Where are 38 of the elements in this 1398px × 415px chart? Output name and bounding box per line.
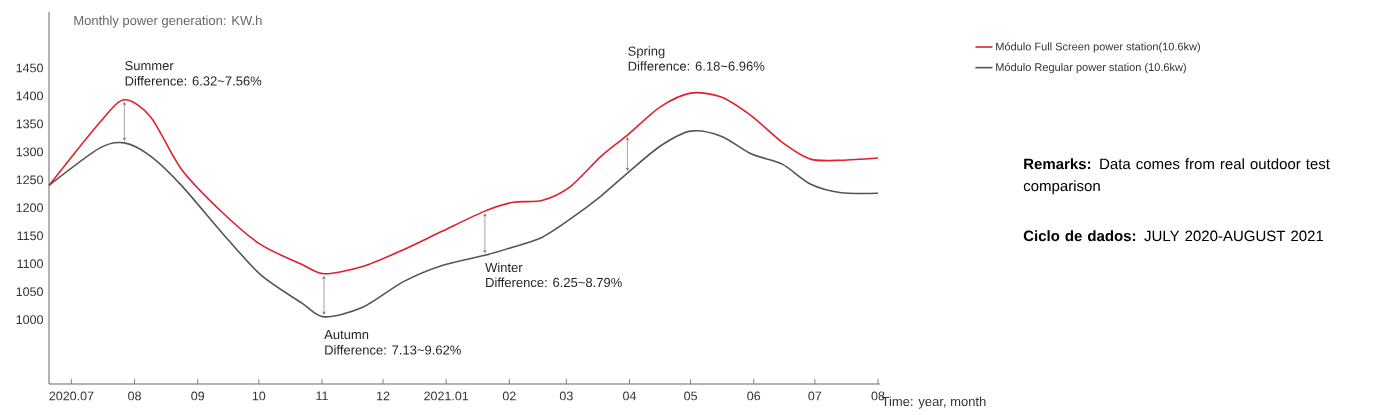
y-tick-label: 1150 <box>17 231 43 241</box>
annotation: Difference: 6.25~8.79% <box>486 277 622 288</box>
x-tick-label: 03 <box>559 391 573 401</box>
annotation: Difference: 6.32~7.56% <box>125 76 262 86</box>
x-tick-label: 2020.07 <box>49 391 94 401</box>
x-tick-label: 06 <box>747 391 761 401</box>
x-tick-label: 11 <box>316 391 328 401</box>
y-tick-label: 1350 <box>16 119 43 129</box>
x-tick-label: 10 <box>252 391 266 401</box>
x-tick-label: 02 <box>502 391 516 401</box>
x-tick-label: 07 <box>808 391 822 401</box>
text: Remarks: Data comes from real outdoor test comparison <box>1023 158 1330 195</box>
legend-label: Módulo Regular power station (10.6kw) <box>996 62 1186 74</box>
y-tick-label: 1050 <box>16 287 43 297</box>
annotation: Difference: 7.13~9.62% <box>325 345 461 355</box>
x-tick-label: 04 <box>623 391 637 401</box>
y-axis-title: Monthly power generation: KW.h <box>74 15 262 28</box>
annotation: Autumn <box>324 330 369 340</box>
legend-label: Módulo Full Screen power station(10.6kw) <box>996 42 1200 53</box>
y-tick-label: 1100 <box>17 259 43 269</box>
text: Ciclo de dados: JULY 2020-AUGUST 2021 <box>1023 230 1324 242</box>
annotation: Difference: 6.18~6.96% <box>628 61 765 71</box>
y-tick-label: 1250 <box>16 175 43 185</box>
x-tick-label: 12 <box>377 391 390 401</box>
line-series <box>48 91 879 275</box>
y-tick-label: 1000 <box>16 315 43 325</box>
annotation: Spring <box>628 46 665 59</box>
line-series <box>48 130 879 318</box>
y-tick-label: 1400 <box>16 91 43 101</box>
y-tick-label: 1450 <box>16 63 43 73</box>
x-tick-label: 09 <box>191 391 205 401</box>
y-tick-label: 1200 <box>16 203 43 213</box>
x-tick-label: 05 <box>684 391 698 401</box>
x-tick-label: 2021.01 <box>424 391 469 401</box>
annotation: Winter <box>485 262 523 273</box>
x-tick-label: 08 <box>128 391 141 401</box>
y-tick-label: 1300 <box>16 147 43 157</box>
annotation: Summer <box>125 61 174 71</box>
